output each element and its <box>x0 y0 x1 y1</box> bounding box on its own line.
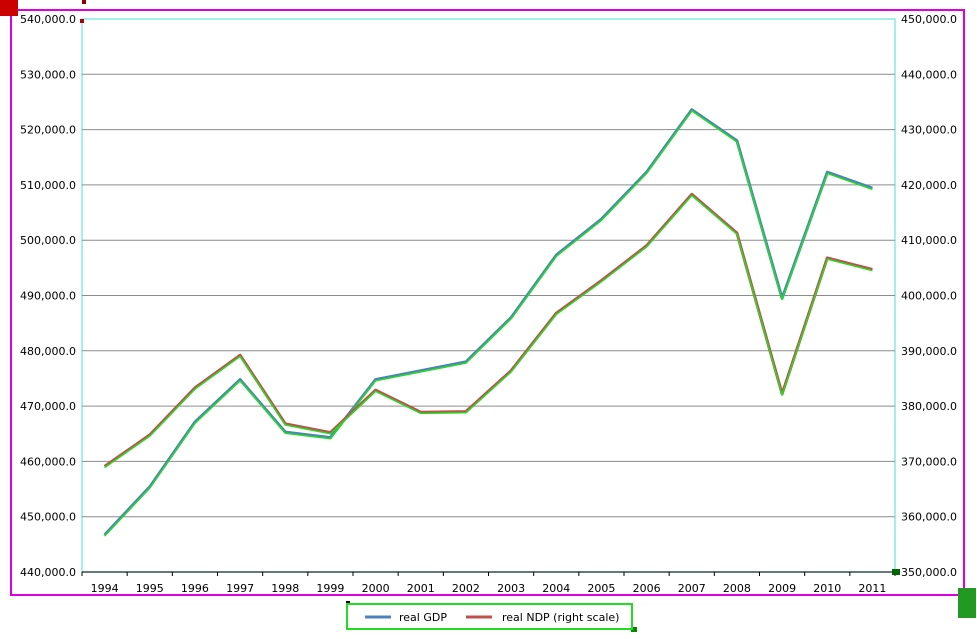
legend[interactable]: real GDP real NDP (right scale) <box>346 603 633 630</box>
x-tick-label: 1997 <box>226 582 254 595</box>
left-tick-label: 490,000.0 <box>20 290 76 303</box>
handle-top[interactable] <box>82 0 86 4</box>
handle-bottom-right[interactable] <box>958 588 976 618</box>
x-tick-label: 2006 <box>633 582 661 595</box>
right-tick-label: 430,000.0 <box>901 124 957 137</box>
left-tick-label: 440,000.0 <box>20 566 76 579</box>
handle-plot-top-left[interactable] <box>80 19 84 23</box>
left-tick-label: 540,000.0 <box>20 13 76 26</box>
x-tick-label: 1994 <box>91 582 119 595</box>
left-tick-label: 520,000.0 <box>20 124 76 137</box>
series-selection-real-ndp-right-scale <box>104 194 873 469</box>
left-tick-label: 500,000.0 <box>20 234 76 247</box>
right-tick-label: 370,000.0 <box>901 455 957 468</box>
x-tick-label: 2008 <box>723 582 751 595</box>
legend-label-real-ndp: real NDP (right scale) <box>502 611 619 624</box>
x-tick-label: 1996 <box>181 582 209 595</box>
left-tick-label: 460,000.0 <box>20 455 76 468</box>
left-tick-label: 480,000.0 <box>20 345 76 358</box>
right-tick-label: 450,000.0 <box>901 13 957 26</box>
handle-top-left[interactable] <box>0 0 18 16</box>
right-tick-label: 420,000.0 <box>901 179 957 192</box>
right-axis-tick-labels: 350,000.0 360,000.0 370,000.0 380,000.0 390,… <box>901 13 957 579</box>
x-tick-label: 1999 <box>316 582 344 595</box>
x-axis-tick-labels: 1994 1995 1996 1997 1998 1999 2000 2001 2002 2003… <box>81 572 896 595</box>
right-tick-label: 440,000.0 <box>901 68 957 81</box>
right-tick-label: 360,000.0 <box>901 511 957 524</box>
handle-legend-bottom-right[interactable] <box>631 627 637 632</box>
x-tick-label: 1995 <box>136 582 164 595</box>
x-tick-label: 2004 <box>542 582 570 595</box>
right-tick-label: 380,000.0 <box>901 400 957 413</box>
right-tick-label: 350,000.0 <box>901 566 957 579</box>
x-tick-label: 2003 <box>497 582 525 595</box>
x-tick-label: 2000 <box>362 582 390 595</box>
x-tick-label: 2007 <box>678 582 706 595</box>
series-lines <box>103 108 873 537</box>
x-tick-label: 2001 <box>407 582 435 595</box>
x-tick-label: 2010 <box>813 582 841 595</box>
left-tick-label: 450,000.0 <box>20 511 76 524</box>
x-tick-label: 2005 <box>587 582 615 595</box>
chart-selection-frame[interactable] <box>10 9 965 596</box>
left-tick-label: 510,000.0 <box>20 179 76 192</box>
gridlines <box>82 73 895 573</box>
handle-plot-bottom-right[interactable] <box>892 569 900 575</box>
x-tick-label: 2009 <box>768 582 796 595</box>
series-selection-real-gdp <box>104 110 873 537</box>
left-tick-label: 530,000.0 <box>20 68 76 81</box>
left-axis-tick-labels: 440,000.0 450,000.0 460,000.0 470,000.0 480,… <box>20 13 76 579</box>
x-tick-label: 2011 <box>858 582 886 595</box>
x-tick-label: 2002 <box>452 582 480 595</box>
legend-label-real-gdp: real GDP <box>399 611 447 624</box>
right-tick-label: 400,000.0 <box>901 290 957 303</box>
x-tick-label: 1998 <box>271 582 299 595</box>
right-tick-label: 410,000.0 <box>901 234 957 247</box>
right-tick-label: 390,000.0 <box>901 345 957 358</box>
left-tick-label: 470,000.0 <box>20 400 76 413</box>
